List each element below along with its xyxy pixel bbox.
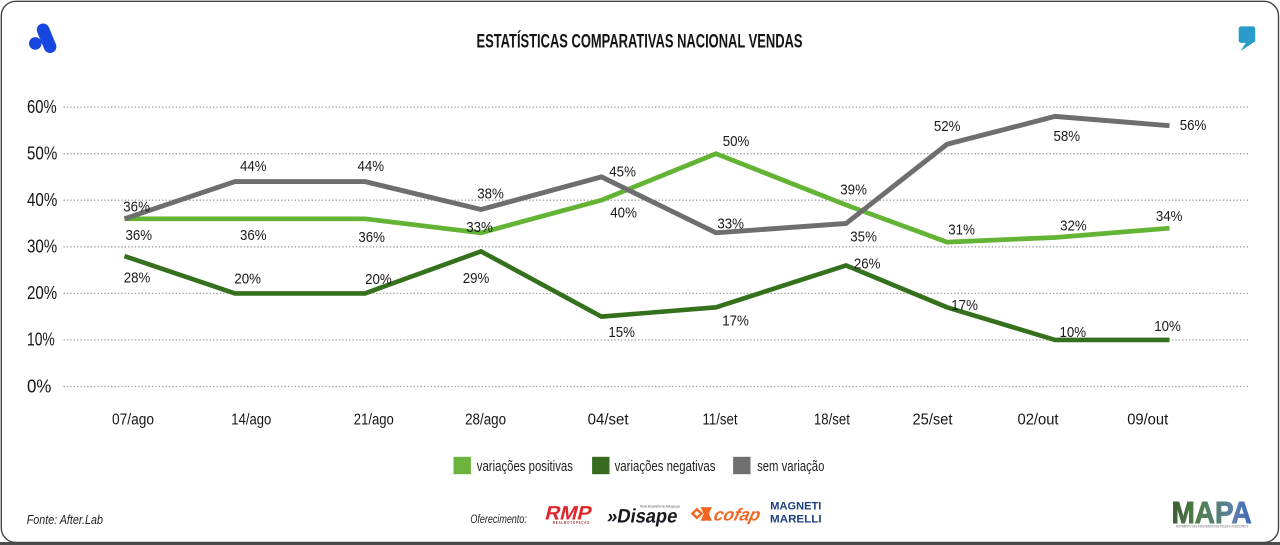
svg-text:14/ago: 14/ago <box>231 411 271 428</box>
svg-text:ESTATÍSTICAS COMPARATIVAS NACI: ESTATÍSTICAS COMPARATIVAS NACIONAL VENDA… <box>477 29 803 52</box>
svg-text:MAGNETI: MAGNETI <box>770 501 821 513</box>
svg-text:variações negativas: variações negativas <box>615 458 716 475</box>
svg-text:28%: 28% <box>124 270 151 287</box>
svg-text:variações positivas: variações positivas <box>477 458 573 475</box>
svg-text:33%: 33% <box>466 219 493 236</box>
svg-text:Rede Brasileira de Autopeças: Rede Brasileira de Autopeças <box>640 504 680 508</box>
svg-text:R E A L M O T O P E Ç A S: R E A L M O T O P E Ç A S <box>553 520 589 525</box>
svg-text:29%: 29% <box>463 270 490 287</box>
svg-text:36%: 36% <box>358 229 385 246</box>
svg-text:15%: 15% <box>608 324 635 341</box>
svg-text:44%: 44% <box>240 158 267 175</box>
svg-text:30%: 30% <box>27 237 57 257</box>
svg-text:34%: 34% <box>1156 208 1183 225</box>
svg-text:MARELLI: MARELLI <box>770 514 822 526</box>
svg-text:26%: 26% <box>854 256 881 273</box>
svg-text:04/set: 04/set <box>588 411 630 428</box>
svg-text:25/set: 25/set <box>913 411 954 428</box>
svg-text:11/set: 11/set <box>703 411 739 428</box>
svg-text:cofap: cofap <box>712 505 763 525</box>
svg-text:31%: 31% <box>948 221 975 238</box>
svg-text:20%: 20% <box>234 271 261 288</box>
svg-text:09/out: 09/out <box>1127 411 1169 428</box>
svg-text:28/ago: 28/ago <box>465 411 506 428</box>
svg-text:sem variação: sem variação <box>757 458 824 475</box>
svg-text:39%: 39% <box>840 182 867 199</box>
svg-text:44%: 44% <box>358 158 385 175</box>
svg-text:36%: 36% <box>240 227 267 244</box>
svg-text:40%: 40% <box>27 190 57 210</box>
svg-text:38%: 38% <box>477 186 504 203</box>
svg-text:0%: 0% <box>27 376 51 396</box>
svg-text:MAPA: MAPA <box>1172 496 1252 530</box>
svg-text:17%: 17% <box>951 297 978 314</box>
svg-text:36%: 36% <box>123 198 150 215</box>
svg-text:»: » <box>606 506 620 527</box>
svg-text:40%: 40% <box>610 205 637 222</box>
svg-text:RMP: RMP <box>543 503 594 525</box>
svg-text:10%: 10% <box>1060 324 1087 341</box>
svg-text:17%: 17% <box>722 312 749 329</box>
svg-text:52%: 52% <box>934 118 961 135</box>
svg-text:10%: 10% <box>1154 318 1181 335</box>
svg-text:50%: 50% <box>27 144 57 164</box>
svg-text:20%: 20% <box>27 283 57 303</box>
svg-text:50%: 50% <box>723 133 750 150</box>
svg-text:20%: 20% <box>365 271 392 288</box>
svg-text:58%: 58% <box>1054 128 1081 145</box>
svg-text:Oferecimento:: Oferecimento: <box>470 514 526 526</box>
svg-text:56%: 56% <box>1180 117 1207 134</box>
svg-text:60%: 60% <box>27 97 57 117</box>
svg-text:02/out: 02/out <box>1018 411 1060 428</box>
svg-text:33%: 33% <box>717 216 744 233</box>
svg-text:18/set: 18/set <box>814 411 851 428</box>
svg-text:35%: 35% <box>850 228 877 245</box>
svg-text:MOVIMENTO DAS ATACADISTAS EM P: MOVIMENTO DAS ATACADISTAS EM PEÇAS E ACE… <box>1176 523 1248 528</box>
svg-text:36%: 36% <box>126 227 153 244</box>
svg-text:32%: 32% <box>1060 217 1087 234</box>
svg-text:Disape: Disape <box>616 506 680 528</box>
svg-text:45%: 45% <box>609 164 636 181</box>
svg-text:Fonte: After.Lab: Fonte: After.Lab <box>27 512 103 527</box>
svg-text:10%: 10% <box>27 330 55 350</box>
svg-text:07/ago: 07/ago <box>112 411 154 428</box>
svg-text:21/ago: 21/ago <box>354 411 394 428</box>
